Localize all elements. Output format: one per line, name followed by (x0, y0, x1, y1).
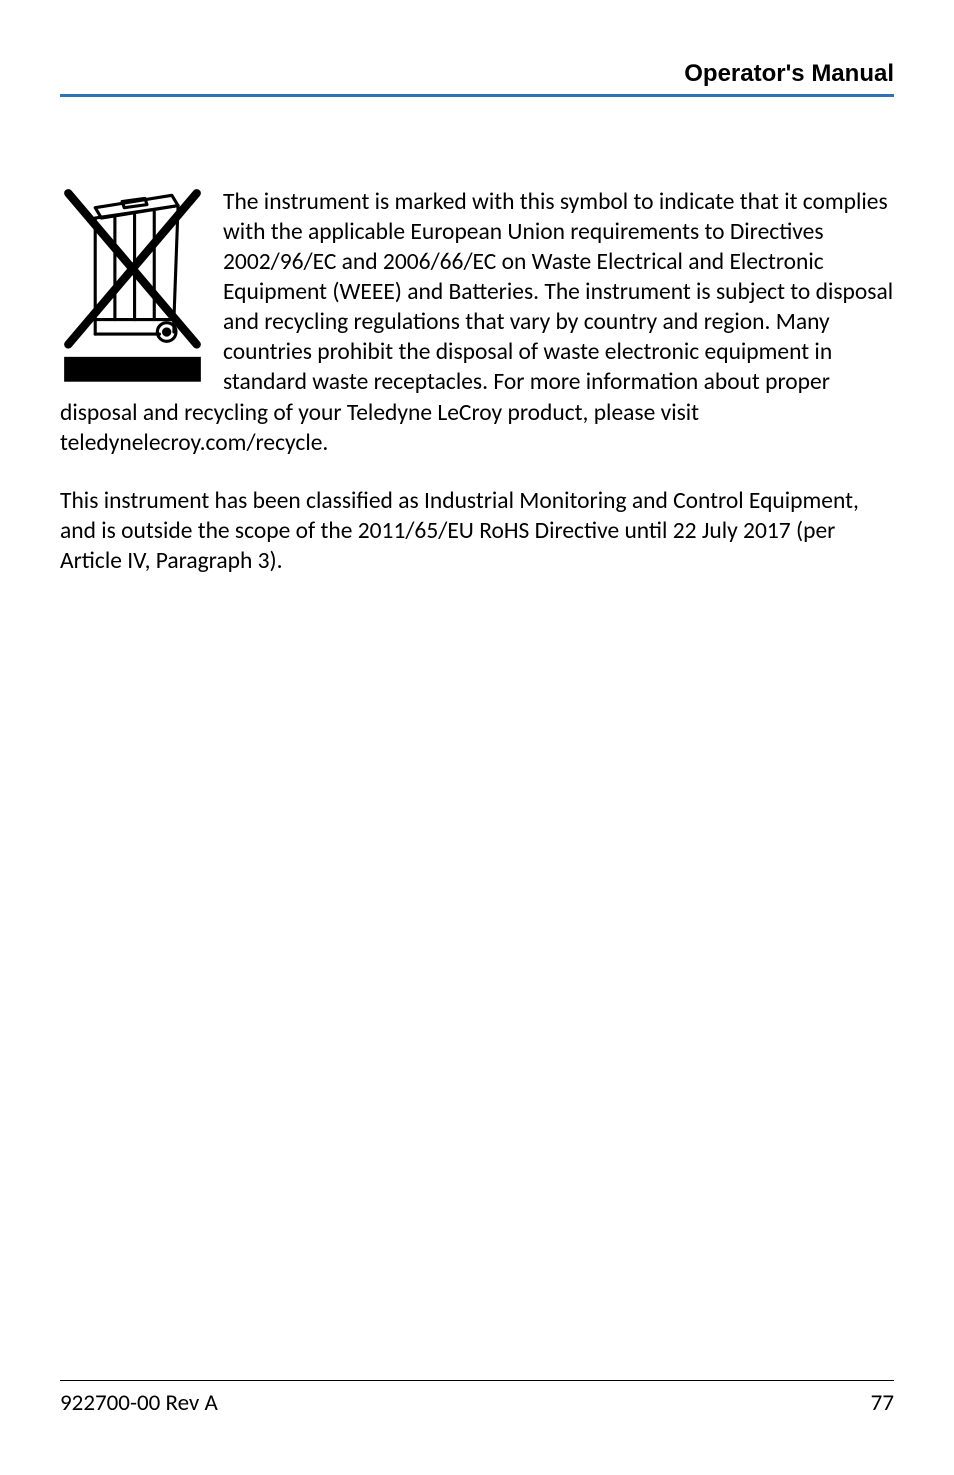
footer-page-number: 77 (871, 1389, 894, 1417)
content-block: The instrument is marked with this symbo… (60, 187, 894, 458)
footer-revision: 922700-00 Rev A (60, 1389, 218, 1417)
weee-icon (60, 187, 205, 384)
page-footer: 922700-00 Rev A 77 (60, 1380, 894, 1417)
body-paragraph-2: This instrument has been classified as I… (60, 486, 894, 576)
page: Operator's Manual (0, 0, 954, 1475)
page-header: Operator's Manual (60, 60, 894, 97)
header-title: Operator's Manual (684, 60, 894, 87)
weee-icon-wrap (60, 187, 205, 389)
